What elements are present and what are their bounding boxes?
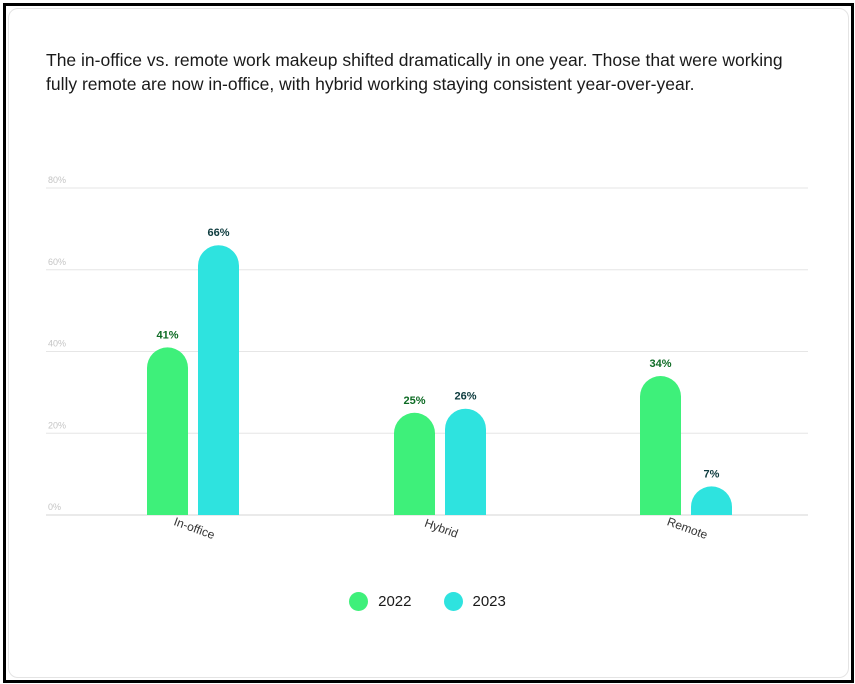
y-tick-label: 20% bbox=[48, 420, 66, 430]
bar bbox=[640, 376, 681, 515]
legend-swatch-2022 bbox=[349, 592, 369, 611]
data-label: 26% bbox=[454, 391, 476, 403]
x-tick-label: Hybrid bbox=[423, 516, 460, 541]
chart-frame bbox=[3, 3, 854, 683]
data-label: 34% bbox=[649, 358, 671, 370]
legend-swatch-2023 bbox=[443, 592, 463, 611]
legend-label-2023: 2023 bbox=[472, 593, 506, 610]
y-tick-label: 40% bbox=[48, 339, 66, 349]
data-label: 41% bbox=[156, 329, 178, 341]
chart-card bbox=[8, 8, 849, 678]
legend-item-2022: 2022 bbox=[349, 592, 412, 611]
bar bbox=[445, 408, 486, 515]
legend-label-2022: 2022 bbox=[378, 593, 412, 610]
bar bbox=[394, 412, 435, 515]
bar bbox=[691, 486, 732, 515]
bar bbox=[147, 347, 188, 515]
legend: 2022 2023 bbox=[0, 592, 855, 611]
y-tick-label: 80% bbox=[48, 175, 66, 185]
legend-item-2023: 2023 bbox=[443, 592, 506, 611]
data-label: 66% bbox=[207, 227, 229, 239]
data-label: 25% bbox=[403, 395, 425, 407]
bar bbox=[198, 245, 239, 515]
data-label: 7% bbox=[704, 468, 720, 480]
x-tick-label: Remote bbox=[665, 514, 710, 542]
y-tick-label: 0% bbox=[48, 502, 61, 512]
y-tick-label: 60% bbox=[48, 257, 66, 267]
chart-description: The in-office vs. remote work makeup shi… bbox=[46, 50, 783, 94]
x-tick-label: In-office bbox=[172, 514, 217, 542]
